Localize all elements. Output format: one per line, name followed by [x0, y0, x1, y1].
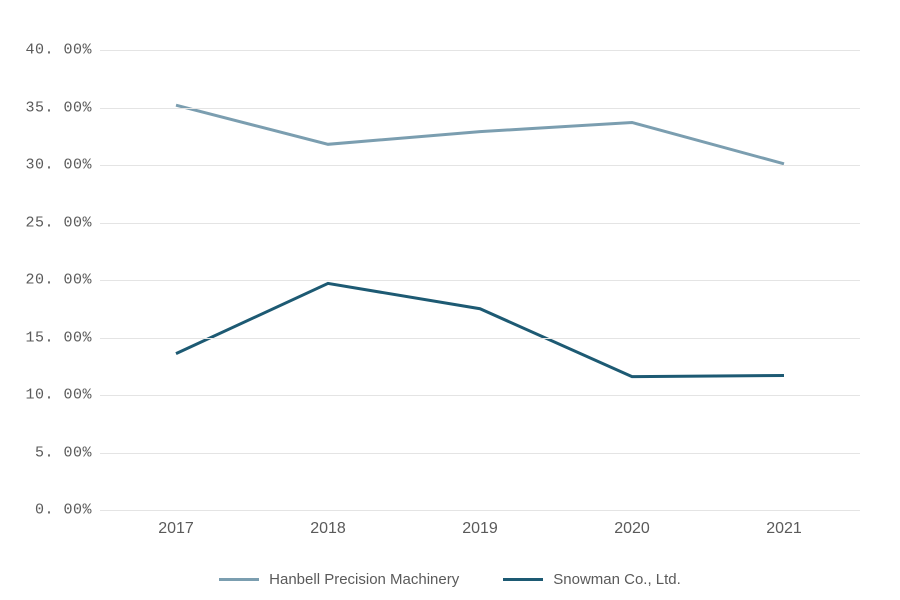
chart-container: 0. 00% 5. 00% 10. 00% 15. 00% 20. 00% 25. 00%… [0, 0, 900, 600]
y-tick-label: 40. 00% [25, 42, 100, 59]
x-tick-label: 2020 [614, 510, 650, 538]
y-tick-label: 30. 00% [25, 157, 100, 174]
gridline [100, 165, 860, 166]
series-line [176, 283, 784, 376]
legend-item: Hanbell Precision Machinery [219, 571, 459, 588]
y-tick-label: 25. 00% [25, 214, 100, 231]
gridline [100, 395, 860, 396]
y-tick-label: 35. 00% [25, 99, 100, 116]
gridline [100, 280, 860, 281]
legend-label: Hanbell Precision Machinery [269, 571, 459, 588]
plot-area: 0. 00%5. 00%10. 00%15. 00%20. 00%25. 00%… [100, 50, 860, 510]
y-tick-label: 0. 00% [35, 502, 100, 519]
legend-swatch [219, 578, 259, 581]
legend-swatch [503, 578, 543, 581]
x-tick-label: 2021 [766, 510, 802, 538]
gridline [100, 108, 860, 109]
series-line [176, 105, 784, 164]
x-tick-label: 2018 [310, 510, 346, 538]
gridline [100, 223, 860, 224]
y-tick-label: 10. 00% [25, 387, 100, 404]
gridline [100, 453, 860, 454]
gridline [100, 50, 860, 51]
y-tick-label: 20. 00% [25, 272, 100, 289]
y-tick-label: 5. 00% [35, 444, 100, 461]
x-tick-label: 2017 [158, 510, 194, 538]
legend: Hanbell Precision Machinery Snowman Co., … [0, 568, 900, 588]
legend-label: Snowman Co., Ltd. [553, 571, 681, 588]
gridline [100, 338, 860, 339]
legend-item: Snowman Co., Ltd. [503, 571, 681, 588]
x-tick-label: 2019 [462, 510, 498, 538]
y-tick-label: 15. 00% [25, 329, 100, 346]
